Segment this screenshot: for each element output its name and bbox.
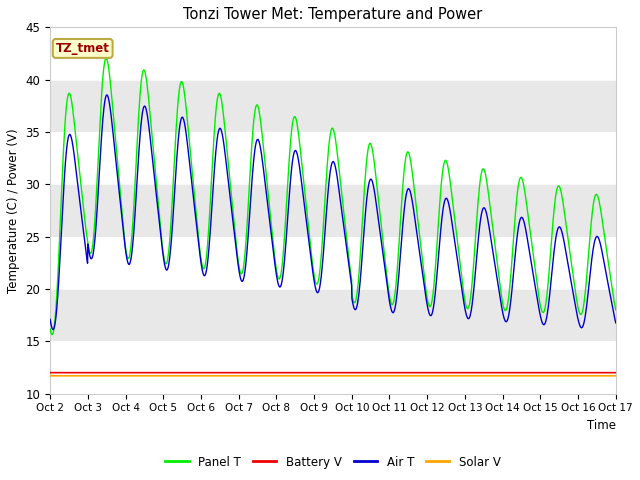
Air T bbox=[578, 324, 586, 330]
Bar bbox=[50, 80, 616, 132]
Panel T bbox=[205, 231, 212, 237]
Air T bbox=[49, 327, 57, 333]
Y-axis label: Temperature (C) / Power (V): Temperature (C) / Power (V) bbox=[7, 128, 20, 293]
Bar bbox=[50, 341, 616, 394]
Line: Panel T: Panel T bbox=[50, 58, 616, 335]
X-axis label: Time: Time bbox=[587, 419, 616, 432]
Solar V bbox=[497, 373, 505, 379]
Solar V bbox=[562, 373, 570, 379]
Battery V bbox=[612, 370, 620, 375]
Battery V bbox=[497, 370, 505, 375]
Battery V bbox=[349, 370, 357, 375]
Panel T bbox=[362, 164, 370, 170]
Solar V bbox=[46, 373, 54, 379]
Air T bbox=[362, 203, 370, 209]
Panel T bbox=[49, 332, 56, 337]
Air T bbox=[563, 251, 570, 257]
Air T bbox=[350, 304, 358, 310]
Line: Air T: Air T bbox=[50, 95, 616, 330]
Text: TZ_tmet: TZ_tmet bbox=[56, 42, 109, 55]
Air T bbox=[612, 320, 620, 326]
Solar V bbox=[204, 373, 212, 379]
Bar bbox=[50, 132, 616, 184]
Battery V bbox=[204, 370, 212, 375]
Panel T bbox=[498, 295, 506, 301]
Panel T bbox=[350, 299, 358, 305]
Panel T bbox=[563, 223, 570, 228]
Air T bbox=[103, 92, 111, 98]
Title: Tonzi Tower Met: Temperature and Power: Tonzi Tower Met: Temperature and Power bbox=[183, 7, 483, 22]
Battery V bbox=[46, 370, 54, 375]
Battery V bbox=[362, 370, 369, 375]
Air T bbox=[46, 316, 54, 322]
Panel T bbox=[578, 310, 586, 316]
Solar V bbox=[362, 373, 369, 379]
Solar V bbox=[612, 373, 620, 379]
Bar bbox=[50, 289, 616, 341]
Panel T bbox=[612, 307, 620, 313]
Air T bbox=[498, 305, 506, 311]
Air T bbox=[205, 252, 212, 258]
Battery V bbox=[577, 370, 585, 375]
Solar V bbox=[577, 373, 585, 379]
Battery V bbox=[562, 370, 570, 375]
Bar bbox=[50, 184, 616, 237]
Bar bbox=[50, 237, 616, 289]
Solar V bbox=[349, 373, 357, 379]
Bar bbox=[50, 27, 616, 80]
Panel T bbox=[46, 326, 54, 332]
Legend: Panel T, Battery V, Air T, Solar V: Panel T, Battery V, Air T, Solar V bbox=[161, 451, 506, 473]
Panel T bbox=[102, 55, 110, 61]
